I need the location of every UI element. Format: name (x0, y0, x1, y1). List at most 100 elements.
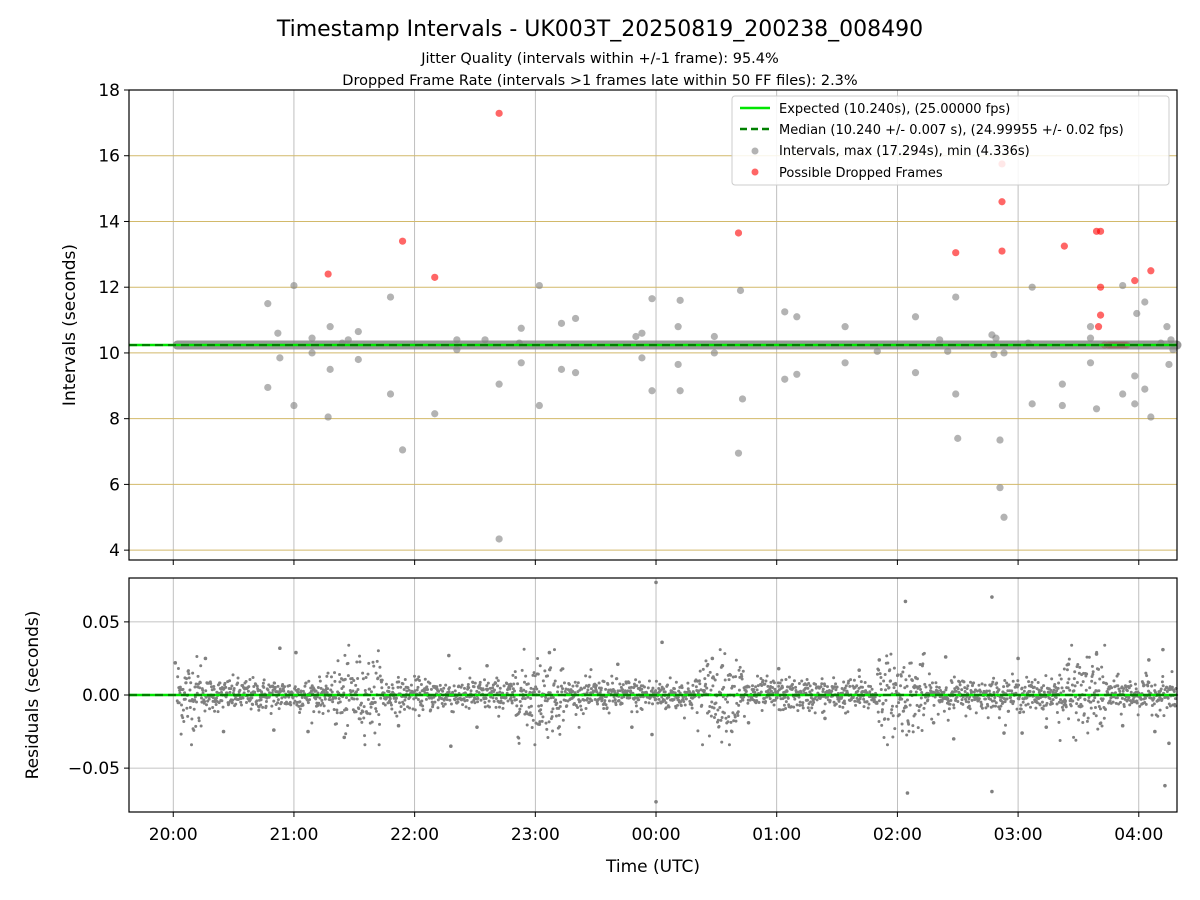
residual-noise-point (709, 688, 713, 692)
residual-noise-point (310, 721, 314, 725)
residual-noise-point (280, 696, 284, 700)
interval-point (781, 308, 789, 316)
residual-noise-point (524, 674, 528, 678)
residual-noise-point (1005, 697, 1009, 701)
residual-noise-point (385, 695, 389, 699)
residual-noise-point (1007, 683, 1011, 687)
residual-noise-point (922, 713, 926, 717)
residual-noise-point (926, 698, 930, 702)
residual-noise-point (830, 689, 834, 693)
residual-noise-point (359, 701, 363, 705)
residual-noise-point (361, 677, 365, 681)
residual-noise-point (578, 699, 582, 703)
interval-point (495, 535, 503, 543)
residual-noise-point (600, 697, 604, 701)
residual-noise-point (977, 697, 981, 701)
residual-noise-point (891, 714, 895, 718)
residual-noise-point (859, 680, 863, 684)
residual-point (1002, 731, 1006, 735)
residual-noise-point (188, 688, 192, 692)
residual-noise-point (453, 698, 457, 702)
residual-noise-point (657, 697, 661, 701)
residual-noise-point (920, 691, 924, 695)
residual-noise-point (428, 681, 432, 685)
residual-point (720, 663, 725, 668)
residual-noise-point (1133, 682, 1137, 686)
residual-noise-point (301, 689, 305, 693)
interval-point (290, 281, 298, 290)
residual-noise-point (499, 699, 503, 703)
residual-noise-point (640, 708, 644, 712)
residual-noise-point (796, 709, 800, 713)
residual-noise-point (708, 670, 712, 674)
residual-noise-point (1024, 703, 1028, 707)
residual-noise-point (1022, 710, 1026, 714)
residual-noise-point (273, 685, 277, 689)
residual-noise-point (333, 671, 337, 675)
residual-noise-point (517, 736, 521, 740)
residual-noise-point (956, 699, 960, 703)
residual-noise-point (571, 689, 575, 693)
residual-point (776, 666, 781, 671)
residual-noise-point (211, 706, 215, 710)
residual-noise-point (317, 701, 321, 705)
residual-noise-point (928, 683, 932, 687)
residual-noise-point (1168, 704, 1172, 708)
residual-point (221, 729, 226, 734)
residual-noise-point (259, 703, 263, 707)
interval-point (1086, 323, 1095, 331)
residual-noise-point (363, 688, 367, 692)
residual-noise-point (587, 700, 591, 704)
residual-noise-point (461, 703, 465, 707)
residual-noise-point (264, 699, 268, 703)
residual-noise-point (614, 703, 618, 707)
interval-point (734, 449, 743, 457)
residual-noise-point (698, 669, 702, 673)
residual-noise-point (736, 710, 740, 714)
dropped-frame-point (495, 109, 503, 117)
intervals-y-tick-label: 10 (98, 344, 120, 364)
residual-noise-point (813, 711, 817, 715)
interval-point (1147, 413, 1155, 421)
residual-noise-point (511, 673, 515, 677)
residual-noise-point (806, 686, 810, 690)
residual-noise-point (1012, 699, 1016, 703)
residual-noise-point (918, 684, 922, 688)
residual-noise-point (549, 666, 553, 670)
residual-noise-point (900, 722, 904, 726)
residual-noise-point (298, 707, 302, 711)
residual-noise-point (460, 683, 464, 687)
residual-noise-point (1052, 688, 1056, 692)
residual-noise-point (558, 705, 562, 709)
residual-noise-point (753, 690, 757, 694)
residual-noise-point (637, 698, 641, 702)
residual-noise-point (1071, 699, 1075, 703)
residual-noise-point (1101, 675, 1105, 679)
interval-point (952, 390, 960, 398)
interval-point (326, 365, 334, 373)
residual-noise-point (1038, 696, 1042, 700)
residual-noise-point (409, 683, 413, 687)
intervals-axes-frame (128, 89, 1178, 561)
residual-noise-point (394, 700, 398, 704)
residual-noise-point (335, 711, 339, 715)
residual-noise-point (307, 679, 311, 683)
intervals-y-tick-label: 12 (98, 278, 120, 298)
residual-noise-point (373, 700, 377, 704)
residual-noise-point (795, 703, 799, 707)
residual-noise-point (344, 732, 348, 736)
residual-noise-point (718, 706, 722, 710)
residual-noise-point (1016, 679, 1020, 683)
residual-noise-point (1026, 702, 1030, 706)
residual-point (877, 658, 882, 662)
residual-point (447, 653, 451, 658)
residual-noise-point (841, 705, 845, 709)
residual-noise-point (720, 740, 724, 744)
residual-noise-point (330, 690, 334, 694)
residual-noise-point (413, 708, 417, 712)
residual-noise-point (441, 704, 445, 708)
residual-point (1020, 731, 1024, 735)
residual-noise-point (483, 705, 487, 709)
residual-noise-point (1064, 705, 1068, 709)
residual-noise-point (944, 686, 948, 690)
